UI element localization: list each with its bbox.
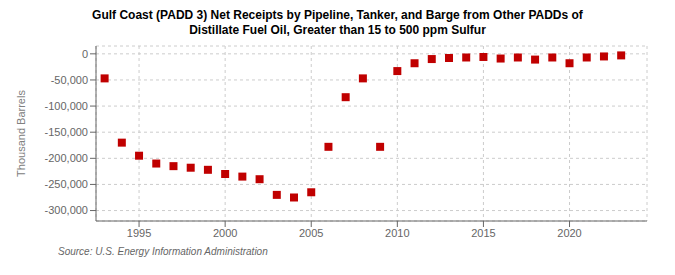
- svg-text:0: 0: [82, 48, 88, 60]
- svg-text:2020: 2020: [557, 227, 581, 239]
- svg-text:2015: 2015: [471, 227, 495, 239]
- html-text:Gulf Coast (PADD 3) Net Receip: Gulf Coast (PADD 3) Net Receipts by Pipe…: [92, 8, 583, 37]
- svg-text:-300,000: -300,000: [45, 204, 88, 216]
- svg-text:1995: 1995: [127, 227, 151, 239]
- svg-text:Thousand Barrels: Thousand Barrels: [15, 90, 27, 177]
- svg-text:-50,000: -50,000: [51, 74, 88, 86]
- svg-text:-200,000: -200,000: [45, 152, 88, 164]
- svg-text:2010: 2010: [385, 227, 409, 239]
- svg-text:-100,000: -100,000: [45, 100, 88, 112]
- svg-text:2005: 2005: [299, 227, 323, 239]
- svg-text:-250,000: -250,000: [45, 178, 88, 190]
- svg-text:-150,000: -150,000: [45, 126, 88, 138]
- html-text:Source: U.S. Energy Informatio: Source: U.S. Energy Information Administ…: [58, 246, 268, 257]
- svg-text:2000: 2000: [213, 227, 237, 239]
